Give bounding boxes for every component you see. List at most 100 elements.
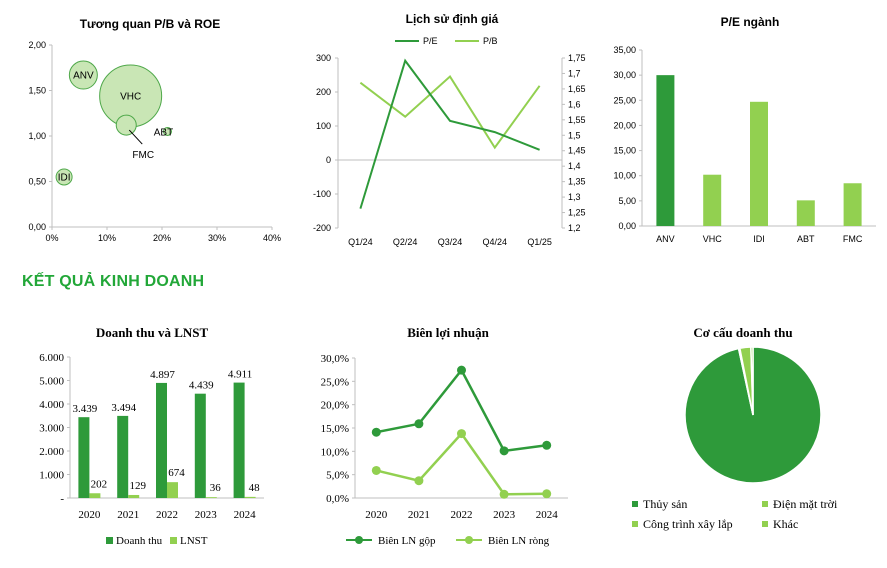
bar-lnst: [167, 482, 178, 498]
y-tick-label: 5.000: [39, 376, 64, 388]
legend-label: Biên LN ròng: [488, 535, 550, 547]
point-gross-margin: [457, 365, 466, 375]
legend-label: Biên LN gộp: [378, 535, 436, 547]
x-tick-label: 10%: [98, 233, 116, 243]
bar-lnst: [128, 494, 140, 498]
x-tick-label: ANV: [656, 234, 675, 244]
y-tick-label: 25,00: [613, 95, 636, 105]
y-tick-label: 1,50: [28, 86, 46, 96]
section-title: KẾT QUẢ KINH DOANH: [22, 273, 205, 290]
x-tick-label: 2020: [78, 509, 101, 521]
x-tick-label: 2023: [493, 509, 515, 521]
y-tick-label: 15,0%: [321, 423, 349, 435]
bubble-abt: [163, 126, 172, 136]
x-tick-label: 2021: [408, 509, 430, 521]
line-gross-margin: [376, 367, 547, 453]
legend-label: Doanh thu: [116, 535, 163, 547]
line-net-margin: [376, 431, 547, 496]
y-right-tick-label: 1,55: [568, 115, 586, 125]
x-tick-label: IDI: [753, 234, 765, 244]
bar-anv: [656, 75, 675, 227]
bubble-anv: [68, 60, 98, 90]
x-tick-label: 2024: [234, 509, 257, 521]
legend-swatch-1: [762, 501, 768, 507]
y-left-tick-label: 300: [316, 53, 331, 63]
chart-title: Lịch sử định giá: [406, 12, 499, 26]
legend-label: P/B: [483, 36, 498, 46]
x-tick-label: 30%: [208, 233, 226, 243]
x-tick-label: Q3/24: [438, 237, 463, 247]
y-right-tick-label: 1,3: [568, 192, 581, 202]
bar-revenue: [117, 415, 129, 498]
bar-vhc: [703, 174, 722, 226]
legend-label: Công trình xây lắp: [643, 517, 733, 531]
pe-industry-svg: P/E ngành 0,00 5,00 10,00 15,00 20,00 25,00 30,…: [613, 15, 876, 244]
y-tick-label: 1.000: [39, 470, 64, 482]
legend-swatch-0: [632, 501, 638, 507]
y-right-tick-label: 1,5: [568, 130, 581, 140]
y-tick-label: 10,0%: [321, 446, 349, 458]
y-right-tick-label: 1,75: [568, 53, 586, 63]
y-tick-label: 6.000: [39, 352, 64, 364]
y-right-tick-label: 1,35: [568, 177, 586, 187]
legend-swatch-revenue: [106, 537, 113, 544]
y-right-tick-label: 1,7: [568, 68, 581, 78]
y-tick-label: 20,0%: [321, 400, 349, 412]
point-gross-margin: [542, 440, 552, 450]
data-label-lnst: 129: [129, 480, 146, 492]
x-tick-label: Q4/24: [483, 237, 508, 247]
legend-label: Khác: [773, 517, 798, 531]
data-label-lnst: 202: [91, 478, 108, 490]
x-tick-label: Q1/25: [527, 237, 552, 247]
legend-marker-gross-margin: [355, 536, 363, 544]
x-tick-label: ABT: [797, 234, 815, 244]
legend-swatch-2: [632, 521, 638, 527]
y-tick-label: 5,00: [618, 196, 636, 206]
bar-lnst: [89, 493, 101, 498]
y-tick-label: 1,00: [28, 131, 46, 141]
revenue-profit-svg: Doanh thu và LNST - 1.000 2.000 3.000 4.000 5.…: [39, 325, 264, 547]
pb-roe-chart: Tương quan P/B và ROE 0,00 0,50 1,00 1,50 2,0…: [0, 0, 290, 260]
y-left-tick-label: -100: [313, 189, 331, 199]
pie-slice-3: [750, 346, 754, 416]
y-tick-label: 2.000: [39, 446, 64, 458]
y-right-tick-label: 1,45: [568, 146, 586, 156]
y-tick-label: -: [60, 493, 64, 505]
x-tick-label: 2023: [195, 509, 218, 521]
revenue-structure-chart: Cơ cấu doanh thu Thủy sản Điện mặt trời Côn…: [600, 318, 887, 563]
y-tick-label: 2,00: [28, 40, 46, 50]
y-right-tick-label: 1,65: [568, 84, 586, 94]
fmc-leader-line: [128, 129, 143, 145]
chart-title: Biên lợi nhuận: [407, 325, 489, 340]
x-tick-label: Q1/24: [348, 237, 373, 247]
pe-industry-chart: P/E ngành 0,00 5,00 10,00 15,00 20,00 25,00 30,…: [600, 0, 887, 260]
y-right-tick-label: 1,25: [568, 208, 586, 218]
legend-swatch-3: [762, 521, 768, 527]
point-gross-margin: [499, 446, 509, 456]
y-tick-label: 0,00: [618, 221, 636, 231]
x-tick-label: 2022: [156, 509, 178, 521]
bubble-label: IDI: [58, 172, 71, 183]
y-left-tick-label: -200: [313, 223, 331, 233]
pb-roe-svg: Tương quan P/B và ROE 0,00 0,50 1,00 1,50 2,0…: [28, 17, 281, 243]
bubble-idi: [55, 168, 73, 186]
x-tick-label: 2021: [117, 509, 139, 521]
y-tick-label: 0,0%: [326, 493, 349, 505]
data-label-revenue: 3.494: [111, 402, 136, 414]
y-tick-label: 20,00: [613, 120, 636, 130]
point-net-margin: [457, 429, 466, 439]
x-tick-label: 2024: [536, 509, 559, 521]
y-tick-label: 25,0%: [321, 376, 349, 388]
bar-idi: [750, 101, 768, 226]
y-right-tick-label: 1,6: [568, 99, 581, 109]
y-tick-label: 30,0%: [321, 353, 349, 365]
point-net-margin: [371, 465, 381, 475]
legend-label: Thủy sản: [643, 497, 687, 511]
legend-swatch-lnst: [170, 537, 177, 544]
bubble-label: FMC: [132, 150, 154, 161]
chart-title: P/E ngành: [721, 15, 780, 29]
data-label-revenue: 4.897: [150, 369, 175, 381]
point-gross-margin: [414, 419, 424, 429]
chart-title: Tương quan P/B và ROE: [80, 17, 221, 31]
data-label-lnst: 36: [210, 482, 222, 494]
